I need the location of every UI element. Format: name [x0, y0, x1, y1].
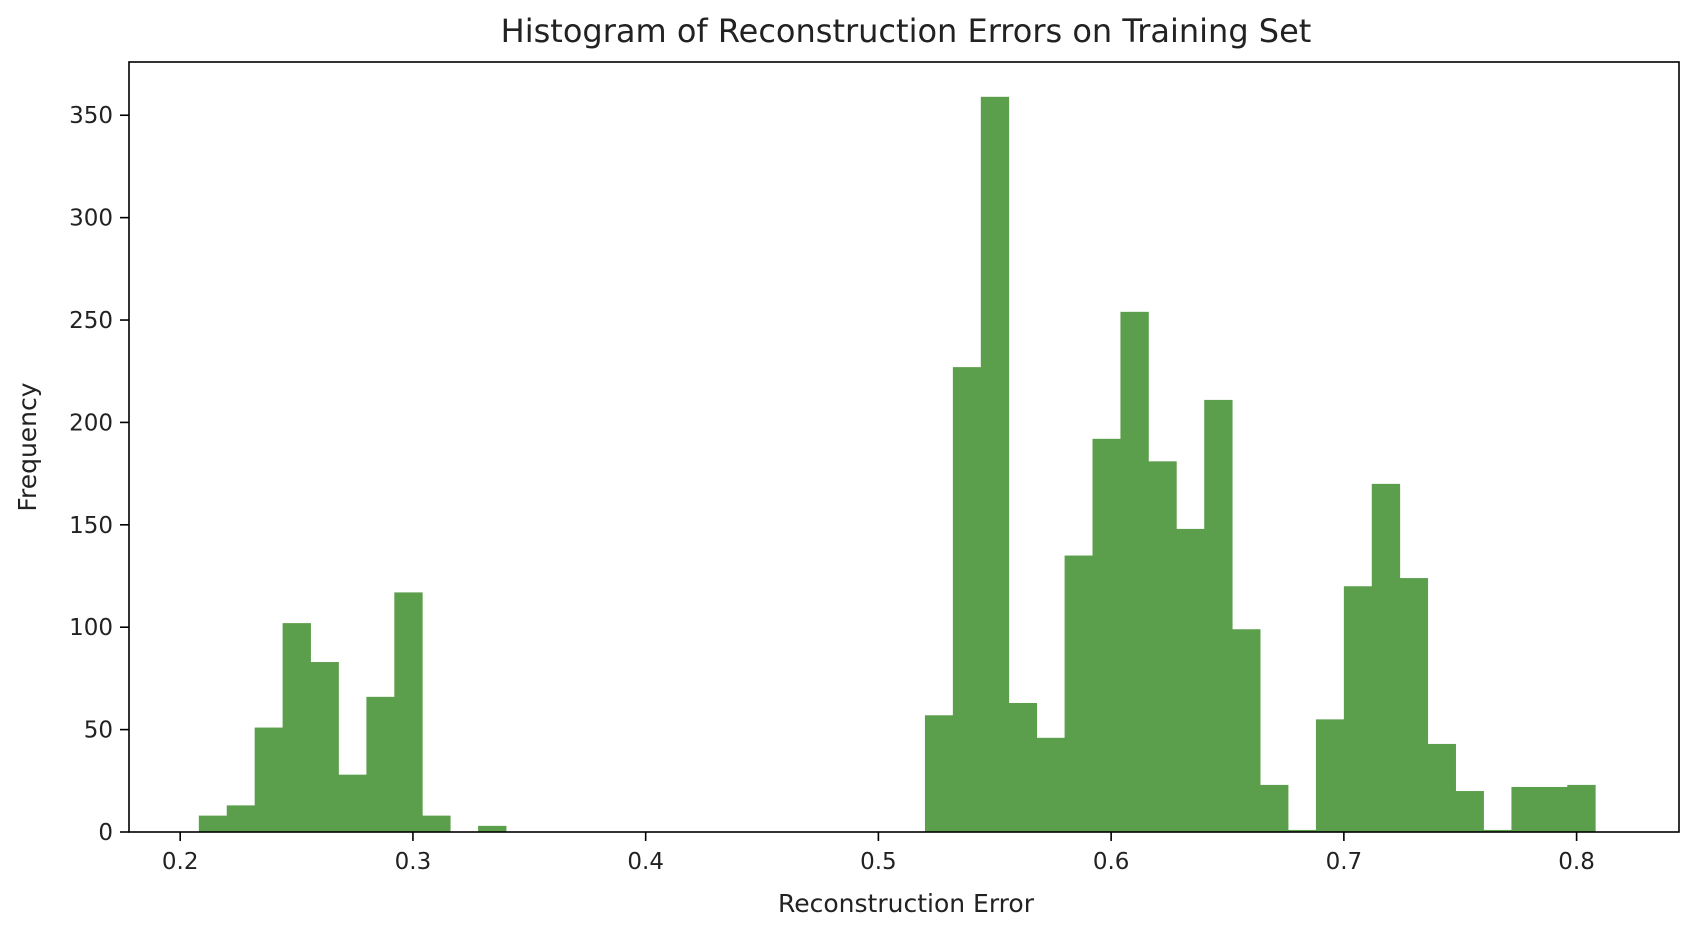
histogram-bar	[478, 825, 507, 832]
histogram-bar	[1371, 483, 1401, 832]
y-tick-label: 350	[69, 103, 113, 129]
histogram-bar	[338, 774, 367, 832]
x-tick-label: 0.3	[395, 849, 432, 875]
x-tick-label: 0.2	[162, 849, 199, 875]
histogram-bar	[1064, 555, 1093, 832]
x-tick-label: 0.8	[1558, 849, 1595, 875]
histogram-bar	[422, 815, 451, 832]
histogram-bar	[1427, 743, 1456, 832]
y-tick-label: 300	[69, 206, 113, 232]
histogram-bar	[1343, 586, 1373, 832]
histogram-bar	[1399, 578, 1429, 832]
histogram-bar	[1539, 786, 1568, 832]
histogram-bar	[924, 715, 954, 832]
histogram-bars	[198, 96, 1596, 833]
histogram-bar	[980, 96, 1010, 832]
histogram-bar	[1567, 784, 1596, 832]
y-axis-label: Frequency	[13, 382, 42, 511]
histogram-bar	[366, 696, 395, 832]
x-tick-label: 0.5	[860, 849, 897, 875]
x-axis-ticks: 0.2 0.3 0.4 0.5 0.6 0.7 0.8	[162, 832, 1595, 875]
x-tick-label: 0.4	[627, 849, 664, 875]
y-tick-label: 250	[69, 308, 113, 334]
y-tick-label: 50	[84, 718, 113, 744]
histogram-bar	[1288, 829, 1317, 832]
histogram-bar	[952, 367, 982, 832]
x-tick-label: 0.6	[1093, 849, 1130, 875]
histogram-bar	[254, 727, 284, 832]
y-tick-label: 100	[69, 615, 113, 641]
histogram-bar	[282, 623, 311, 832]
histogram-bar	[1120, 311, 1149, 833]
histogram-bar	[1204, 399, 1233, 832]
histogram-bar	[1176, 528, 1205, 832]
histogram-bar	[226, 805, 256, 832]
x-tick-label: 0.7	[1326, 849, 1363, 875]
y-tick-label: 150	[69, 513, 113, 539]
y-tick-label: 0	[98, 820, 113, 846]
histogram-bar	[1232, 629, 1261, 832]
histogram-bar	[1036, 737, 1065, 832]
plot-frame	[128, 61, 1680, 833]
y-axis-ticks: 0 50 100 150 200 250 300 350	[69, 103, 129, 846]
y-tick-label: 200	[69, 410, 113, 436]
histogram-bar	[1511, 786, 1540, 832]
histogram-bar	[1092, 438, 1121, 832]
x-axis-label: Reconstruction Error	[778, 889, 1035, 918]
chart-title: Histogram of Reconstruction Errors on Tr…	[501, 12, 1312, 50]
histogram-bar	[1315, 719, 1345, 832]
histogram-bar	[198, 815, 228, 832]
histogram-bar	[1260, 784, 1289, 832]
histogram-bar	[1008, 702, 1038, 832]
histogram-bar	[1483, 829, 1512, 832]
histogram-bar	[1455, 791, 1484, 832]
histogram-bar	[1148, 461, 1177, 832]
histogram-bar	[394, 592, 423, 832]
histogram-bar	[310, 662, 339, 832]
